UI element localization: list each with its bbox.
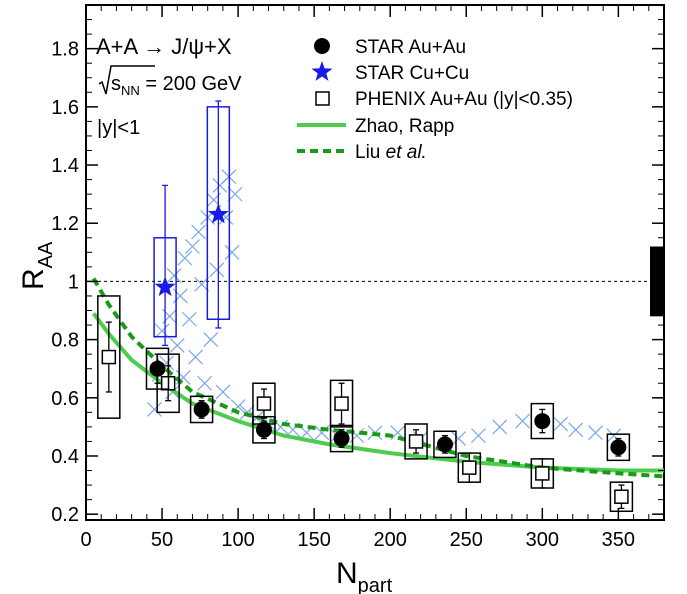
y-tick-label: 1 bbox=[68, 271, 79, 293]
band-cross-mark bbox=[515, 413, 530, 429]
y-tick-label: 1.8 bbox=[51, 39, 79, 61]
legend-star-auau-marker bbox=[314, 38, 330, 54]
star-auau-sys-box bbox=[329, 424, 354, 453]
phenix-point bbox=[256, 396, 272, 411]
band-cross-mark bbox=[191, 224, 206, 240]
band-cross-mark bbox=[492, 419, 508, 435]
phenix-sys-box bbox=[609, 481, 634, 513]
axes-ticks: 0 50 100 150 200 250 300 350 0.2 0.4 0.6 0.8 1 1.2 1.4… bbox=[51, 5, 664, 551]
energy-sub: NN bbox=[121, 83, 140, 98]
star-cucu-point bbox=[207, 203, 229, 224]
phenix-point bbox=[101, 349, 117, 365]
data-points bbox=[97, 100, 634, 513]
band-cross-mark bbox=[188, 349, 203, 365]
star-auau-sys-box bbox=[433, 430, 457, 459]
star-auau-point bbox=[149, 360, 166, 377]
legend-star-auau-label: STAR Au+Au bbox=[355, 37, 466, 58]
x-axis-title-sub: part bbox=[358, 575, 393, 594]
band-cross-mark bbox=[169, 337, 185, 353]
y-axis-title-main: R bbox=[17, 268, 50, 290]
star-auau-point bbox=[610, 439, 627, 456]
legend-liu-prefix: Liu bbox=[355, 142, 386, 163]
band-cross-mark bbox=[147, 402, 162, 417]
rapidity-label: |y|<1 bbox=[97, 117, 140, 139]
phenix-point bbox=[462, 460, 477, 475]
legend-liu-italic: et al. bbox=[386, 142, 427, 163]
band-cross-mark bbox=[185, 239, 200, 254]
x-axis-title-main: N bbox=[336, 557, 358, 590]
x-tick-label: 350 bbox=[602, 529, 635, 551]
legend-zhao-label: Zhao, Rapp bbox=[355, 116, 454, 137]
band-cross-mark bbox=[471, 428, 486, 444]
star-cucu-point bbox=[154, 276, 176, 297]
x-tick-label: 50 bbox=[151, 529, 173, 551]
star-auau-point bbox=[255, 421, 272, 438]
band-cross-mark bbox=[177, 250, 193, 266]
y-axis-title: RAA bbox=[17, 241, 57, 290]
reaction-label: A+A → J/ψ+X bbox=[96, 34, 232, 59]
band-cross-mark bbox=[588, 425, 603, 441]
y-tick-label: 0.6 bbox=[51, 388, 79, 410]
legend-star-cucu-marker bbox=[311, 61, 333, 81]
x-tick-label: 200 bbox=[374, 529, 407, 551]
phenix-point bbox=[614, 489, 629, 504]
star-auau-sys-box bbox=[606, 433, 631, 462]
star-auau-point bbox=[193, 401, 210, 418]
band-cross-mark bbox=[239, 404, 255, 420]
band-cross-mark bbox=[154, 323, 170, 339]
x-tick-label: 150 bbox=[297, 529, 330, 551]
band-cross-mark bbox=[215, 384, 231, 400]
x-tick-label: 0 bbox=[80, 529, 91, 551]
y-tick-label: 0.2 bbox=[51, 504, 79, 526]
star-auau-point bbox=[534, 413, 551, 430]
band-cross-mark bbox=[203, 332, 219, 348]
band-cross-mark bbox=[197, 375, 213, 391]
band-cross-mark bbox=[227, 186, 243, 202]
legend-liu-label: Liu et al. bbox=[355, 142, 427, 163]
phenix-point bbox=[408, 434, 424, 449]
x-tick-label: 250 bbox=[450, 529, 483, 551]
star-auau-sys-box bbox=[252, 415, 276, 444]
star-auau-sys-box bbox=[145, 347, 170, 390]
star-auau-point bbox=[333, 430, 350, 447]
y-tick-label: 1.4 bbox=[51, 155, 79, 177]
phenix-sys-box bbox=[97, 295, 121, 419]
svg-text:sNN = 200 GeV: sNN = 200 GeV bbox=[111, 73, 242, 98]
y-tick-label: 1.2 bbox=[51, 213, 79, 235]
phenix-point bbox=[334, 396, 349, 411]
band-cross-mark bbox=[451, 431, 467, 446]
legend-phenix-label: PHENIX Au+Au (|y|<0.35) bbox=[355, 89, 573, 110]
legend-star-cucu-label: STAR Cu+Cu bbox=[355, 63, 469, 84]
y-tick-label: 0.8 bbox=[51, 330, 79, 352]
energy-symbol: s bbox=[111, 73, 121, 95]
phenix-sys-box bbox=[329, 379, 354, 428]
star-auau-sys-box bbox=[530, 402, 555, 440]
band-cross-mark bbox=[553, 416, 568, 432]
x-tick-label: 100 bbox=[221, 529, 254, 551]
phenix-point bbox=[535, 466, 550, 481]
band-cross-mark bbox=[209, 262, 225, 278]
energy-label: sNN = 200 GeV bbox=[98, 65, 242, 98]
x-axis-title: Npart bbox=[336, 557, 393, 594]
band-cross-mark bbox=[224, 244, 240, 260]
y-axis-title-sub: AA bbox=[35, 241, 57, 268]
energy-value: = 200 GeV bbox=[140, 73, 242, 95]
band-cross-mark bbox=[194, 276, 210, 292]
legend: STAR Au+Au STAR Cu+Cu PHENIX Au+Au (|y|<… bbox=[297, 37, 573, 163]
band-cross-mark bbox=[568, 422, 584, 438]
y-tick-label: 0.4 bbox=[51, 446, 79, 468]
phenix-sys-box bbox=[404, 423, 428, 460]
band-cross-mark bbox=[182, 311, 197, 327]
star-auau-sys-box bbox=[189, 395, 214, 424]
legend-phenix-marker bbox=[315, 91, 330, 106]
sqrt-symbol bbox=[98, 65, 155, 95]
x-tick-label: 300 bbox=[526, 529, 559, 551]
band-cross-mark bbox=[166, 268, 182, 284]
star-auau-point bbox=[436, 436, 453, 453]
y-tick-label: 1.6 bbox=[51, 97, 79, 119]
